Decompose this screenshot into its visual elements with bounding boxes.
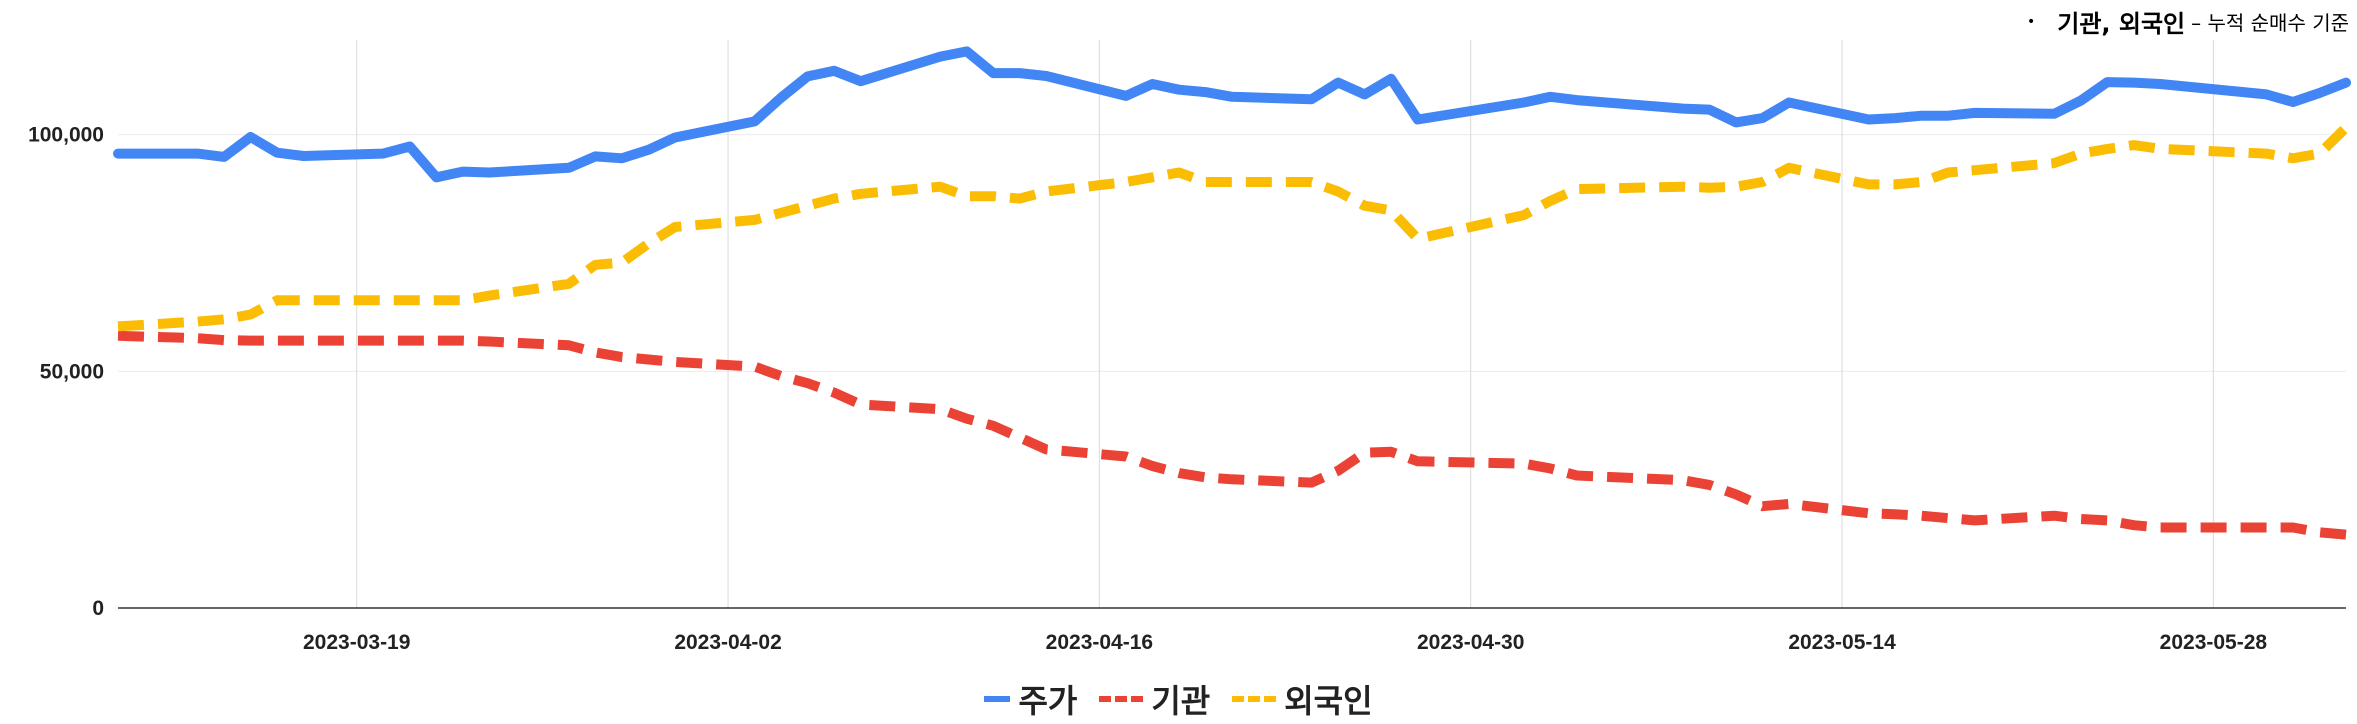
chart-legend: 주가 기관 외국인 (0, 676, 2357, 722)
note-small-text: – 누적 순매수 기준 (2191, 11, 2349, 35)
x-tick-label: 2023-05-14 (1788, 631, 1896, 654)
legend-swatch (1232, 696, 1277, 702)
grid-layer (118, 40, 2346, 608)
y-tick-label: 0 (92, 597, 104, 620)
note-bold-text: 기관, 외국인 (2057, 10, 2186, 38)
series-line-0 (113, 46, 2351, 183)
x-tick-label: 2023-04-16 (1046, 631, 1153, 654)
legend-item: 외국인 (1232, 676, 1373, 722)
series-line-1 (117, 330, 2347, 540)
legend-item: 주가 (984, 676, 1077, 722)
legend-swatch (1099, 696, 1144, 702)
x-tick-label: 2023-03-19 (303, 631, 410, 654)
note-bullet: • (2026, 13, 2036, 30)
series-line-2 (117, 124, 2350, 332)
chart-note: • 기관, 외국인 – 누적 순매수 기준 (2027, 4, 2349, 39)
x-tick-label: 2023-04-30 (1417, 631, 1524, 654)
legend-swatch (984, 696, 1011, 702)
series-layer (113, 46, 2351, 540)
legend-label: 기관 (1151, 682, 1211, 720)
x-tick-label: 2023-05-28 (2160, 631, 2268, 654)
legend-label: 외국인 (1284, 682, 1373, 720)
legend-label: 주가 (1018, 682, 1078, 720)
y-tick-label: 50,000 (40, 360, 104, 383)
y-tick-label: 100,000 (28, 124, 104, 147)
legend-item: 기관 (1099, 676, 1210, 722)
x-tick-label: 2023-04-02 (674, 631, 781, 654)
axis-layer: 0 50,000 100,000 2023-03-19 2023-04-02 2023-0… (28, 124, 2346, 654)
